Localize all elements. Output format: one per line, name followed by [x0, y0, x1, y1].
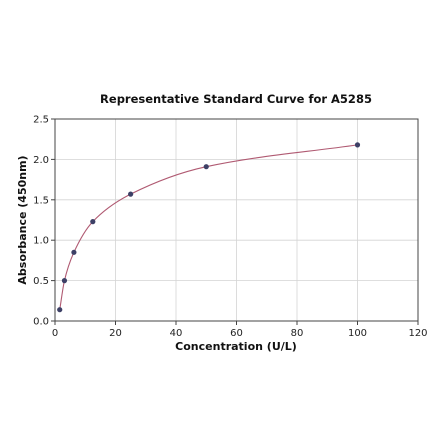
axis-ticks: 0 20 40 60 80 100 120 0.0 0.5 1.0 1.5 2.0 2.5 [33, 115, 427, 340]
y-tick-label: 0.5 [33, 276, 49, 287]
data-point [203, 164, 209, 170]
x-tick-label: 0 [52, 328, 58, 339]
x-tick-label: 40 [170, 328, 183, 339]
data-point [71, 249, 77, 255]
y-tick-label: 2.0 [33, 155, 49, 166]
x-tick-label: 100 [348, 328, 367, 339]
y-tick-label: 1.0 [33, 236, 49, 247]
x-tick-label: 80 [291, 328, 304, 339]
data-point [61, 278, 68, 284]
chart-title: Representative Standard Curve for A5285 [100, 92, 372, 106]
x-tick-label: 120 [408, 328, 427, 339]
data-points [57, 142, 361, 313]
x-tick-label: 20 [109, 328, 122, 339]
y-tick-label: 2.5 [33, 115, 49, 126]
data-point [354, 142, 361, 148]
grid-lines [54, 118, 419, 322]
x-axis-label: Concentration (U/L) [175, 340, 297, 353]
data-point [57, 307, 63, 313]
y-axis-label: Absorbance (450nm) [16, 155, 29, 284]
x-tick-label: 60 [230, 328, 243, 339]
data-point [128, 191, 134, 197]
data-point [90, 219, 96, 225]
fit-curve-line [59, 144, 358, 310]
y-tick-label: 1.5 [33, 195, 49, 206]
y-tick-label: 0.0 [33, 317, 49, 328]
